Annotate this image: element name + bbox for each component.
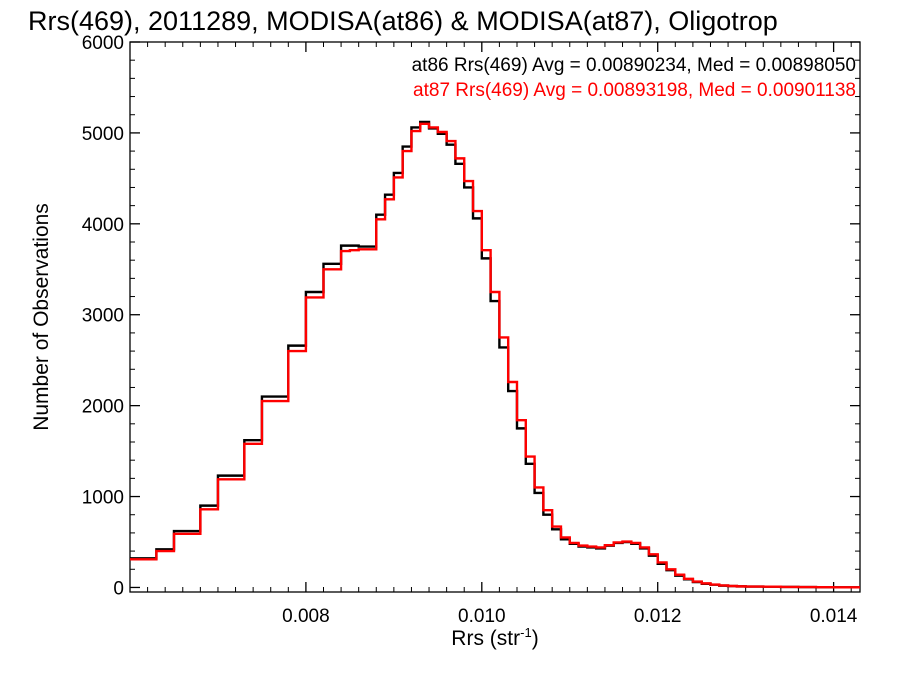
annotation-at87: at87 Rrs(469) Avg = 0.00893198, Med = 0.… bbox=[413, 80, 856, 101]
x-axis-label: Rrs (str-1) bbox=[451, 625, 538, 650]
series-line-at86 bbox=[130, 120, 860, 589]
annotation-at86: at86 Rrs(469) Avg = 0.00890234, Med = 0.… bbox=[412, 55, 856, 76]
data-series bbox=[130, 120, 860, 589]
x-axis-label-close: ) bbox=[532, 627, 539, 650]
y-tick-label: 2000 bbox=[82, 397, 124, 418]
series-line-at87 bbox=[130, 122, 860, 589]
y-tick-label: 6000 bbox=[82, 33, 124, 54]
y-tick-label: 1000 bbox=[82, 488, 124, 509]
y-tick-label: 0 bbox=[113, 578, 124, 599]
y-tick-label: 3000 bbox=[82, 306, 124, 327]
chart-title: Rrs(469), 2011289, MODISA(at86) & MODISA… bbox=[28, 6, 778, 36]
y-tick-label: 5000 bbox=[82, 124, 124, 145]
x-tick-label: 0.008 bbox=[282, 606, 330, 627]
x-axis-label-main: Rrs (str bbox=[451, 627, 520, 650]
x-axis-ticks: 0.008 0.010 0.012 0.014 bbox=[147, 42, 858, 627]
plot-area: 0.008 0.010 0.012 0.014 0 1000 2000 3000 4000 50… bbox=[82, 33, 861, 627]
y-axis-label: Number of Observations bbox=[30, 203, 53, 431]
x-tick-label: 0.010 bbox=[458, 606, 506, 627]
y-axis-ticks: 0 1000 2000 3000 4000 5000 6000 bbox=[82, 33, 860, 599]
x-tick-label: 0.014 bbox=[810, 606, 858, 627]
x-tick-label: 0.012 bbox=[634, 606, 682, 627]
plot-frame bbox=[129, 41, 861, 593]
x-axis-label-superscript: -1 bbox=[520, 625, 532, 640]
y-tick-label: 4000 bbox=[82, 215, 124, 236]
